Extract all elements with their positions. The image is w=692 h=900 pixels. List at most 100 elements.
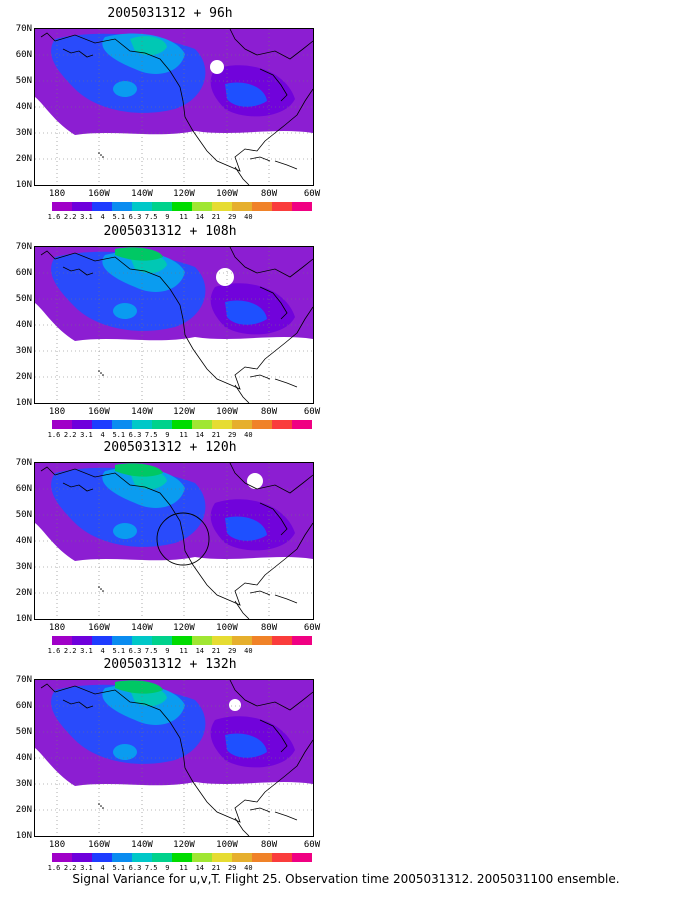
latitude-tick-label: 50N: [15, 76, 32, 86]
colorbar-label: 1.6: [47, 213, 61, 221]
colorbar-label: 5.1: [112, 864, 126, 872]
colorbar-label: 14: [195, 431, 205, 439]
colorbar-swatch: [172, 202, 192, 211]
map-panel: 2005031312 + 108h 70N 60N 50N 40N 30N 20N 10N 1…: [0, 224, 340, 440]
colorbar: [52, 853, 312, 862]
map-panel: 2005031312 + 132h 70N 60N 50N 40N 30N 20N 10N 1…: [0, 657, 340, 873]
colorbar-label: 6.3: [128, 213, 142, 221]
colorbar-label: 14: [195, 213, 205, 221]
map-panel: 2005031312 + 96h 70N 60N 50N 40N 30N 20N 10N 18…: [0, 6, 340, 222]
latitude-tick-label: 10N: [15, 180, 32, 190]
colorbar-label: 40: [244, 213, 253, 221]
longitude-tick-label: 180: [48, 840, 66, 850]
colorbar-label: 2.2: [63, 647, 77, 655]
colorbar-label: 1.6: [47, 864, 61, 872]
colorbar-swatch: [52, 636, 72, 645]
colorbar-swatch: [232, 202, 252, 211]
colorbar-label: 11: [179, 647, 188, 655]
longitude-tick-label: 120W: [173, 407, 195, 417]
colorbar-swatch: [72, 420, 92, 429]
latitude-tick-label: 50N: [15, 510, 32, 520]
longitude-tick-label: 180: [48, 623, 66, 633]
colorbar-swatch: [132, 853, 152, 862]
colorbar-swatch: [152, 853, 172, 862]
latitude-tick-label: 20N: [15, 805, 32, 815]
colorbar-swatch: [112, 420, 132, 429]
colorbar-swatch: [112, 202, 132, 211]
colorbar-label: 11: [179, 431, 188, 439]
longitude-tick-label: 160W: [88, 840, 110, 850]
colorbar: [52, 420, 312, 429]
latitude-tick-label: 20N: [15, 588, 32, 598]
colorbar-swatch: [212, 636, 232, 645]
colorbar-swatch: [92, 853, 112, 862]
colorbar-label: 6.3: [128, 647, 142, 655]
longitude-tick-label: 160W: [88, 407, 110, 417]
longitude-tick-label: 80W: [260, 407, 278, 417]
latitude-tick-label: 70N: [15, 675, 32, 685]
panel-title: 2005031312 + 120h: [103, 440, 237, 455]
colorbar-label: 2.2: [63, 431, 77, 439]
figure-caption: Signal Variance for u,v,T. Flight 25. Ob…: [72, 872, 620, 886]
colorbar-label: 21: [211, 213, 221, 221]
latitude-tick-label: 70N: [15, 242, 32, 252]
colorbar-swatch: [192, 636, 212, 645]
colorbar-swatch: [232, 853, 252, 862]
colorbar-swatch: [132, 202, 152, 211]
longitude-tick-label: 80W: [260, 840, 278, 850]
colorbar-label: 7.5: [144, 213, 158, 221]
colorbar-label: 3.1: [80, 213, 93, 221]
longitude-tick-label: 160W: [88, 623, 110, 633]
colorbar-label: 4: [100, 647, 105, 655]
colorbar-swatch: [132, 636, 152, 645]
colorbar: [52, 636, 312, 645]
colorbar-label: 9: [165, 647, 170, 655]
longitude-tick-label: 140W: [131, 189, 153, 199]
latitude-tick-label: 60N: [15, 50, 32, 60]
colorbar-swatch: [192, 853, 212, 862]
colorbar-label: 9: [165, 431, 170, 439]
latitude-tick-label: 70N: [15, 458, 32, 468]
colorbar-swatch: [192, 202, 212, 211]
colorbar-label: 5.1: [112, 213, 126, 221]
longitude-tick-label: 140W: [131, 623, 153, 633]
colorbar-label: 1.6: [47, 647, 61, 655]
longitude-tick-label: 100W: [216, 840, 238, 850]
colorbar-swatch: [252, 636, 272, 645]
colorbar-swatch: [72, 202, 92, 211]
colorbar-label: 21: [211, 864, 221, 872]
colorbar-label: 29: [227, 864, 237, 872]
colorbar-swatch: [152, 636, 172, 645]
colorbar-label: 11: [179, 213, 188, 221]
longitude-tick-label: 140W: [131, 407, 153, 417]
colorbar-label: 29: [227, 431, 237, 439]
colorbar-label: 6.3: [128, 864, 142, 872]
colorbar-swatch: [192, 420, 212, 429]
colorbar-swatch: [92, 636, 112, 645]
longitude-tick-label: 160W: [88, 189, 110, 199]
colorbar-swatch: [292, 202, 312, 211]
longitude-tick-label: 140W: [131, 840, 153, 850]
colorbar-label: 11: [179, 864, 188, 872]
longitude-tick-label: 120W: [173, 840, 195, 850]
colorbar-swatch: [292, 636, 312, 645]
latitude-tick-label: 10N: [15, 614, 32, 624]
latitude-tick-label: 10N: [15, 398, 32, 408]
colorbar-swatch: [112, 853, 132, 862]
colorbar-swatch: [172, 420, 192, 429]
colorbar-swatch: [232, 420, 252, 429]
colorbar-swatch: [72, 853, 92, 862]
colorbar-swatch: [212, 853, 232, 862]
colorbar-swatch: [132, 420, 152, 429]
map-panel: 2005031312 + 120h 70N 60N 50N 40N 30N 20N 10N 1…: [0, 440, 340, 656]
longitude-tick-label: 60W: [303, 840, 321, 850]
colorbar-swatch: [292, 853, 312, 862]
colorbar-swatch: [252, 420, 272, 429]
colorbar-swatch: [152, 202, 172, 211]
colorbar-swatch: [52, 202, 72, 211]
colorbar-label: 7.5: [144, 647, 158, 655]
variance-field-map: [35, 247, 313, 403]
colorbar-label: 21: [211, 647, 221, 655]
colorbar-swatch: [272, 420, 292, 429]
latitude-tick-label: 60N: [15, 268, 32, 278]
